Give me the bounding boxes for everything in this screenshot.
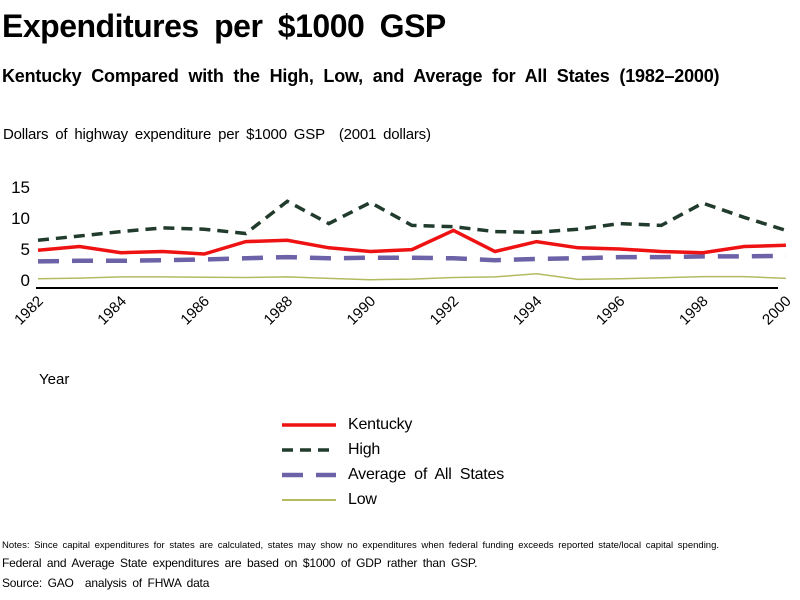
y-tick-label-0: 0: [21, 271, 30, 290]
legend-label-average-of-all-states: Average of All States: [348, 465, 505, 483]
x-tick-label-1992: 1992: [427, 293, 463, 329]
legend-item-high: High: [282, 437, 504, 462]
x-tick-label-2000: 2000: [759, 293, 795, 329]
series-line-average-of-all-states: [37, 253, 786, 264]
legend-item-kentucky: Kentucky: [282, 412, 504, 437]
y-tick-label-5: 5: [21, 240, 30, 259]
legend-label-kentucky: Kentucky: [348, 415, 413, 433]
y-axis-description: Dollars of highway expenditure per $1000…: [3, 126, 431, 143]
source-line: Source: GAO analysis of FHWA data: [2, 576, 210, 590]
legend-item-low: Low: [282, 487, 504, 512]
legend-swatch-average-of-all-states: [282, 472, 336, 477]
legend-swatch-high: [282, 447, 336, 452]
x-tick-label-1986: 1986: [177, 293, 213, 329]
legend-swatch-kentucky: [282, 422, 336, 427]
series-line-kentucky: [37, 228, 786, 256]
legend-item-average-of-all-states: Average of All States: [282, 462, 504, 487]
x-tick-label-1988: 1988: [261, 293, 297, 329]
x-tick-label-1996: 1996: [593, 293, 629, 329]
x-tick-label-1990: 1990: [344, 293, 380, 329]
chart-subtitle: Kentucky Compared with the High, Low, an…: [2, 66, 720, 86]
line-chart-plot: 0 5 10 15 1982 1984 1986 1988 1990 1992 1994 1996 19…: [11, 178, 795, 329]
x-tick-label-1984: 1984: [94, 293, 130, 329]
note-line-2: Federal and Average State expenditures a…: [2, 556, 478, 570]
legend-label-high: High: [348, 440, 381, 458]
legend-swatch-low: [282, 498, 336, 501]
series-line-high: [37, 199, 787, 243]
chart-title: Expenditures per $1000 GSP: [2, 8, 446, 44]
series-line-low: [37, 273, 786, 281]
x-axis-title: Year: [39, 371, 70, 388]
note-line-1: Notes: Since capital expenditures for st…: [2, 540, 720, 551]
y-tick-label-15: 15: [11, 178, 30, 197]
x-tick-label-1982: 1982: [11, 293, 47, 329]
y-tick-label-10: 10: [11, 209, 30, 228]
x-tick-label-1994: 1994: [510, 293, 546, 329]
legend-label-low: Low: [348, 490, 377, 508]
chart-legend: Kentucky High Average of All States Low: [282, 412, 504, 512]
x-tick-label-1998: 1998: [676, 293, 712, 329]
